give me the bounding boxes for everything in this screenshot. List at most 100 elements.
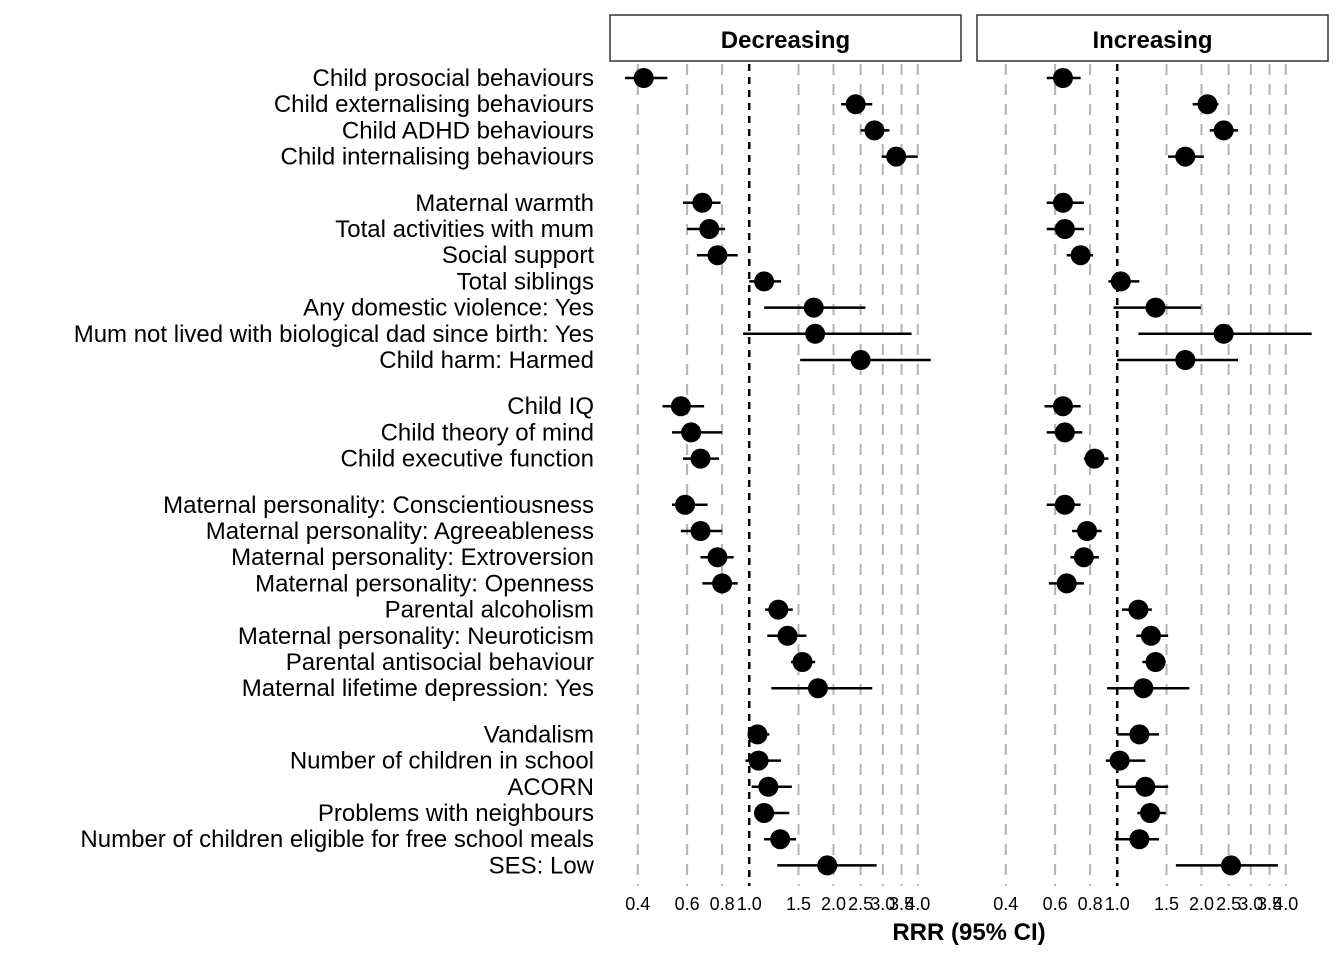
- x-tick-label: 2.0: [821, 894, 846, 914]
- point-estimate: [712, 573, 733, 594]
- x-tick-label: 4.0: [1273, 894, 1298, 914]
- row-label: ACORN: [507, 774, 594, 801]
- point-estimate: [807, 678, 828, 699]
- point-estimate: [1213, 120, 1234, 141]
- row-label: Vandalism: [484, 721, 594, 748]
- point-estimate: [1052, 68, 1073, 88]
- point-estimate: [1140, 803, 1161, 823]
- x-axis-title: RRR (95% CI): [892, 919, 1045, 946]
- point-estimate: [886, 146, 907, 167]
- point-estimate: [792, 652, 813, 672]
- point-estimate: [1133, 678, 1154, 699]
- point-estimate: [1175, 146, 1196, 167]
- point-estimate: [1145, 297, 1166, 318]
- point-estimate: [1109, 750, 1130, 771]
- point-estimate: [817, 855, 838, 876]
- point-estimate: [699, 219, 720, 239]
- point-estimate: [1197, 94, 1218, 115]
- point-estimate: [707, 245, 728, 266]
- x-tick-label: 3.5: [889, 894, 914, 914]
- point-estimate: [633, 68, 654, 88]
- x-tick-label: 2.5: [848, 894, 873, 914]
- x-tick-label: 3.0: [1238, 894, 1263, 914]
- row-label: Maternal personality: Openness: [255, 570, 594, 597]
- point-estimate: [675, 494, 696, 515]
- x-tick-label: 0.4: [625, 894, 650, 914]
- point-estimate: [1052, 192, 1073, 213]
- point-estimate: [707, 547, 728, 568]
- x-tick-label: 3.5: [1257, 894, 1282, 914]
- row-label: Total activities with mum: [335, 216, 594, 243]
- point-estimate: [1221, 855, 1242, 876]
- point-estimate: [864, 120, 885, 141]
- panel-strip-0: [609, 14, 962, 62]
- panel-title: Increasing: [1092, 27, 1212, 54]
- point-estimate: [1052, 396, 1073, 417]
- x-tick-label: 0.6: [1043, 894, 1068, 914]
- point-estimate: [777, 625, 798, 646]
- point-estimate: [1054, 219, 1075, 239]
- row-label: Number of children in school: [290, 748, 594, 775]
- x-tick-label: 0.6: [675, 894, 700, 914]
- row-label: Mum not lived with biological dad since …: [74, 321, 594, 348]
- point-estimate: [748, 750, 769, 771]
- point-estimate: [690, 448, 711, 469]
- row-label: Problems with neighbours: [318, 800, 594, 827]
- point-estimate: [670, 396, 691, 417]
- x-tick-label: 2.0: [1189, 894, 1214, 914]
- x-tick-label: 1.5: [786, 894, 811, 914]
- x-tick-label: 3.0: [870, 894, 895, 914]
- point-estimate: [1135, 776, 1156, 797]
- panel-strip-1: [976, 14, 1329, 62]
- point-estimate: [805, 323, 826, 344]
- row-label: Any domestic violence: Yes: [303, 295, 594, 322]
- point-estimate: [747, 724, 768, 745]
- point-estimate: [758, 776, 779, 797]
- point-estimate: [1175, 350, 1196, 370]
- point-estimate: [770, 829, 791, 850]
- point-estimate: [1054, 494, 1075, 515]
- row-label: Child harm: Harmed: [379, 347, 594, 374]
- point-estimate: [690, 521, 711, 541]
- row-label: Child prosocial behaviours: [313, 65, 594, 92]
- point-estimate: [754, 803, 775, 823]
- point-estimate: [1129, 724, 1150, 745]
- row-label: Number of children eligible for free sch…: [80, 826, 594, 853]
- point-estimate: [1073, 547, 1094, 568]
- row-label: Child executive function: [341, 446, 594, 473]
- row-label: Child ADHD behaviours: [342, 117, 594, 144]
- point-estimate: [1129, 829, 1150, 850]
- row-label: Maternal personality: Conscientiousness: [163, 492, 594, 519]
- point-estimate: [1077, 521, 1098, 541]
- row-label: Maternal lifetime depression: Yes: [242, 675, 594, 702]
- x-tick-label: 0.8: [710, 894, 735, 914]
- row-label: Child theory of mind: [381, 419, 594, 446]
- x-tick-label: 1.0: [737, 894, 762, 914]
- point-estimate: [1084, 448, 1105, 469]
- point-estimate: [845, 94, 866, 115]
- point-estimate: [1054, 422, 1075, 443]
- row-label: Maternal personality: Extroversion: [231, 544, 594, 571]
- row-label: Child internalising behaviours: [280, 144, 594, 171]
- point-estimate: [1128, 599, 1149, 620]
- point-estimate: [1213, 323, 1234, 344]
- point-estimate: [1056, 573, 1077, 594]
- row-label: Maternal warmth: [415, 190, 594, 217]
- row-label: Parental antisocial behaviour: [286, 649, 594, 676]
- row-label: Parental alcoholism: [385, 597, 594, 624]
- row-label: SES: Low: [489, 852, 595, 879]
- point-estimate: [1145, 652, 1166, 672]
- x-tick-label: 4.0: [905, 894, 930, 914]
- x-tick-label: 0.8: [1078, 894, 1103, 914]
- point-estimate: [1070, 245, 1091, 266]
- point-estimate: [1140, 625, 1161, 646]
- point-estimate: [1110, 271, 1131, 292]
- panel-title: Decreasing: [721, 27, 850, 54]
- row-label: Total siblings: [457, 268, 594, 295]
- row-label: Social support: [442, 242, 594, 269]
- x-tick-label: 0.4: [993, 894, 1018, 914]
- point-estimate: [692, 192, 713, 213]
- row-label: Maternal personality: Agreeableness: [206, 518, 594, 545]
- row-label: Child externalising behaviours: [274, 91, 594, 118]
